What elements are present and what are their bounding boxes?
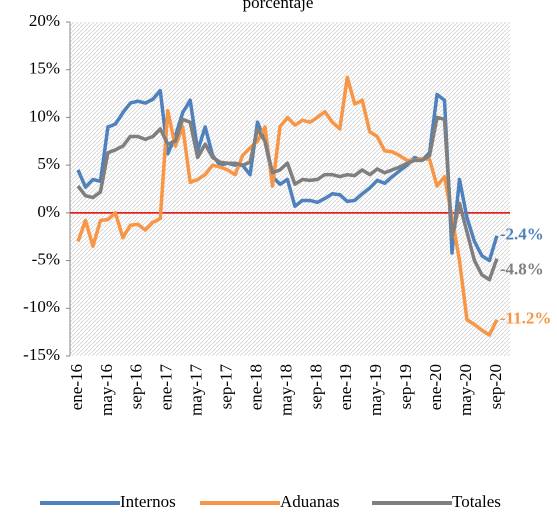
y-tick-label: 15% — [29, 59, 60, 78]
y-tick-label: -10% — [23, 297, 60, 316]
x-tick-label: may-20 — [456, 364, 475, 416]
legend-label: Internos — [120, 492, 176, 511]
end-label: -11.2% — [500, 309, 551, 328]
end-label: -4.8% — [500, 260, 544, 279]
y-tick-label: 10% — [29, 106, 60, 125]
x-tick-label: may-18 — [276, 364, 295, 416]
y-tick-label: 5% — [37, 154, 60, 173]
end-label: -2.4% — [500, 225, 544, 244]
x-tick-label: sep-16 — [127, 364, 146, 409]
x-tick-label: ene-16 — [67, 364, 86, 410]
x-tick-label: may-19 — [366, 364, 385, 416]
x-tick-label: sep-17 — [217, 364, 236, 410]
legend-label: Aduanas — [280, 492, 339, 511]
x-tick-label: sep-19 — [396, 364, 415, 409]
x-tick-label: ene-17 — [157, 364, 176, 411]
x-tick-label: sep-20 — [486, 364, 505, 409]
x-tick-label: may-17 — [187, 364, 206, 416]
y-tick-label: -15% — [23, 345, 60, 364]
legend-label: Totales — [452, 492, 501, 511]
y-tick-label: 20% — [29, 11, 60, 30]
series-line — [76, 115, 499, 282]
x-tick-label: ene-18 — [246, 364, 265, 410]
x-tick-label: sep-18 — [306, 364, 325, 409]
x-tick-label: may-16 — [97, 364, 116, 416]
x-tick-label: ene-20 — [426, 364, 445, 410]
y-tick-label: 0% — [37, 202, 60, 221]
y-tick-label: -5% — [32, 249, 60, 268]
chart-title: porcentaje — [243, 0, 314, 12]
x-tick-label: ene-19 — [336, 364, 355, 410]
